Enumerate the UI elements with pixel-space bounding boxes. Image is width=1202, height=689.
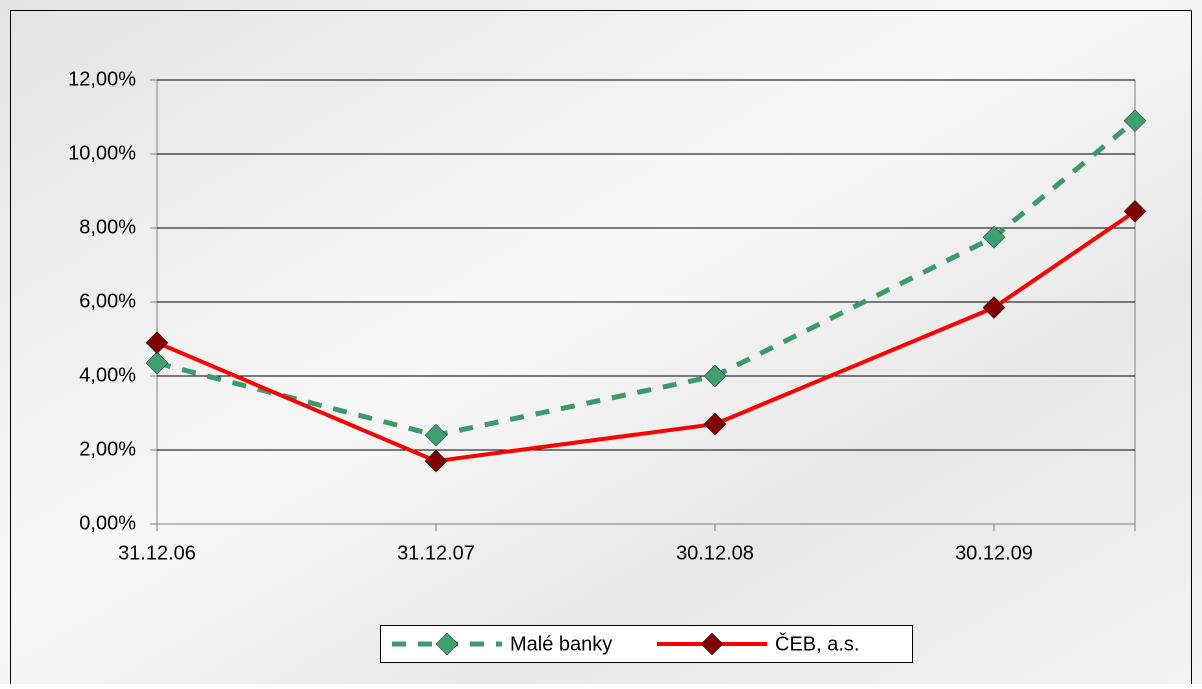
data-point xyxy=(703,364,727,388)
y-tick-label: 8,00% xyxy=(79,216,136,238)
y-tick-label: 12,00% xyxy=(68,68,136,90)
data-point xyxy=(424,423,448,447)
data-point xyxy=(1123,109,1147,133)
x-tick-label: 30.12.09 xyxy=(955,542,1033,564)
legend-label: ČEB, a.s. xyxy=(775,632,859,655)
legend-marker xyxy=(435,632,459,656)
data-point xyxy=(1123,199,1147,223)
y-tick-label: 6,00% xyxy=(79,290,136,312)
y-tick-label: 4,00% xyxy=(79,364,136,386)
x-tick-label: 30.12.08 xyxy=(676,542,754,564)
data-point xyxy=(145,331,169,355)
legend-box xyxy=(380,625,913,663)
y-tick-label: 10,00% xyxy=(68,142,136,164)
y-tick-label: 0,00% xyxy=(79,512,136,534)
legend-label: Malé banky xyxy=(510,633,612,655)
chart-border xyxy=(10,10,1192,689)
data-point xyxy=(982,296,1006,319)
legend-marker xyxy=(700,632,724,656)
x-tick-label: 31.12.07 xyxy=(397,542,475,564)
legend: Malé banky ČEB, a.s. xyxy=(380,625,913,663)
data-point xyxy=(982,225,1006,249)
data-point xyxy=(424,449,448,473)
x-tick-label: 31.12.06 xyxy=(118,542,196,564)
y-tick-label: 2,00% xyxy=(79,438,136,460)
data-point xyxy=(703,412,727,436)
data-point xyxy=(145,351,169,375)
